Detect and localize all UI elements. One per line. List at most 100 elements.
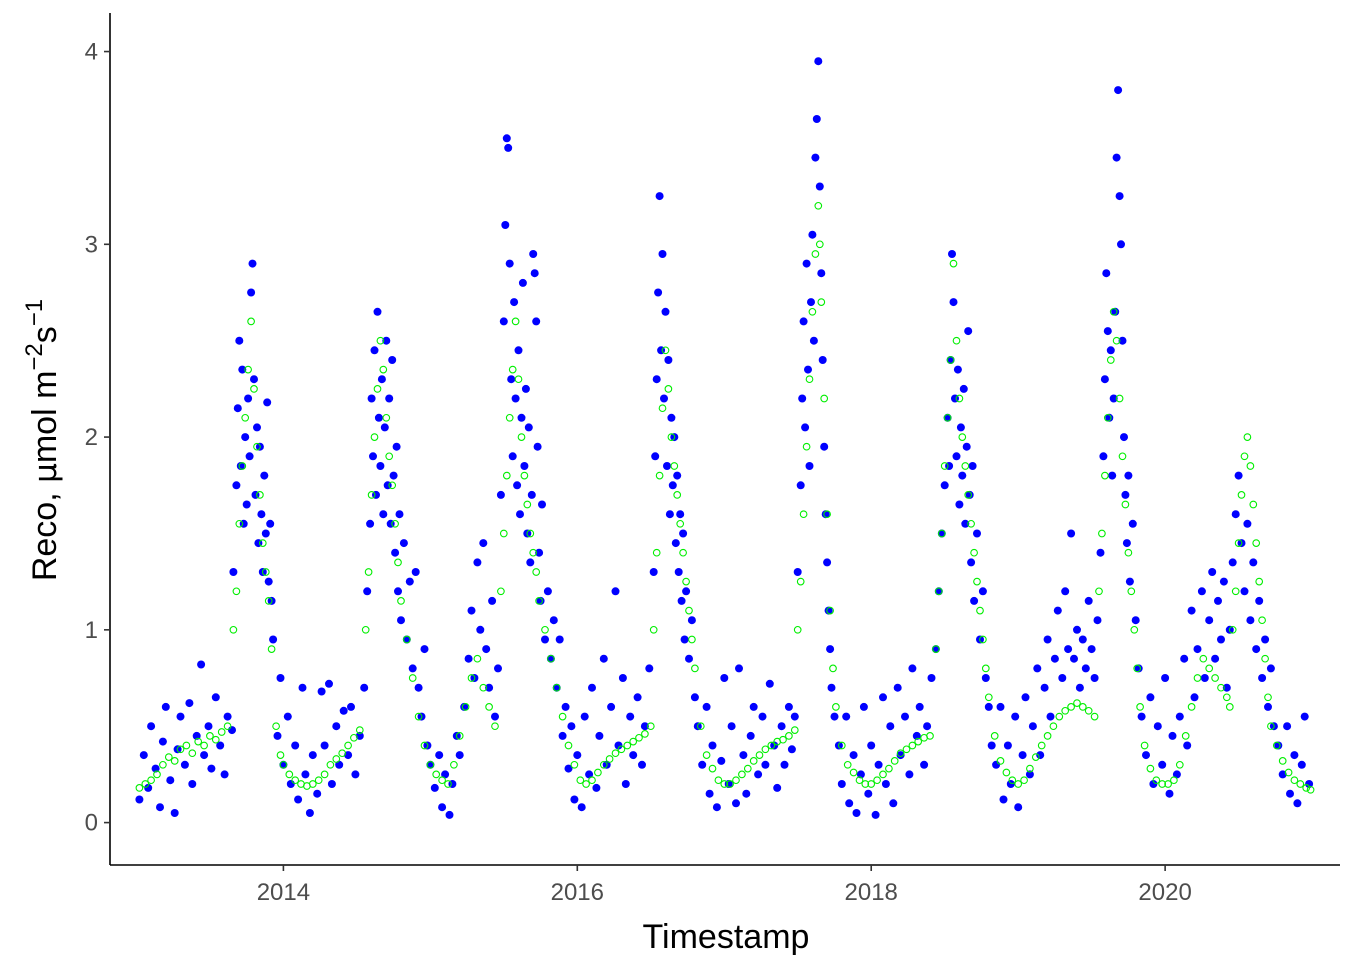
data-point-s0-197 [663, 462, 671, 470]
data-point-s1-79 [508, 365, 517, 374]
data-point-s1-197 [1031, 753, 1040, 761]
data-point-s0-305 [958, 471, 967, 480]
data-point-s1-135 [767, 741, 776, 750]
data-point-s0-85 [377, 375, 386, 384]
data-point-s1-31 [276, 751, 285, 759]
data-point-s0-369 [1124, 471, 1133, 480]
data-point-s1-13 [211, 735, 220, 744]
data-point-s0-355 [1103, 327, 1112, 336]
data-point-s0-198 [664, 356, 673, 364]
x-tick-label-2: 2018 [845, 879, 898, 906]
data-point-s1-230 [1181, 732, 1190, 740]
data-point-s1-206 [1084, 706, 1093, 715]
data-point-s0-151 [530, 269, 539, 278]
data-point-s1-1 [141, 780, 150, 788]
data-point-s1-113 [664, 385, 673, 393]
data-point-s1-108 [649, 625, 658, 634]
data-point-s0-375 [1142, 751, 1150, 760]
data-point-s1-29 [267, 645, 276, 653]
data-point-s0-272 [859, 702, 868, 711]
data-point-s0-383 [1172, 770, 1181, 779]
data-point-s1-179 [955, 394, 964, 403]
data-point-s0-374 [1137, 712, 1146, 721]
data-point-s0-386 [1183, 741, 1192, 750]
data-point-s1-60 [408, 674, 417, 682]
data-point-s0-260 [823, 558, 832, 567]
data-point-s1-43 [344, 741, 352, 750]
data-point-s1-95 [576, 776, 585, 785]
data-point-s0-388 [1190, 693, 1199, 702]
y-axis-title-exp1: −2 [21, 343, 48, 370]
data-point-s1-110 [655, 471, 664, 480]
data-point-s0-110 [435, 751, 444, 760]
y-axis-title-prefix: Reco, [26, 483, 64, 581]
data-point-s1-250 [1261, 654, 1269, 663]
data-point-s1-125 [708, 764, 717, 773]
data-point-s1-55 [388, 481, 397, 490]
data-point-s1-223 [1140, 741, 1149, 750]
data-point-s0-325 [1011, 712, 1020, 721]
data-point-s1-94 [570, 760, 579, 769]
data-point-s0-97 [395, 510, 404, 519]
data-point-s0-68 [332, 722, 341, 731]
data-point-s1-117 [676, 519, 685, 528]
data-point-s0-255 [815, 182, 824, 191]
data-point-s0-259 [821, 510, 830, 519]
data-point-s0-103 [411, 568, 420, 576]
data-point-s1-48 [367, 491, 376, 499]
data-point-s0-339 [1061, 587, 1070, 596]
data-point-s0-43 [257, 510, 266, 519]
data-point-s0-407 [1249, 558, 1258, 567]
data-point-s1-235 [1211, 674, 1219, 682]
data-point-s0-133 [504, 143, 513, 152]
data-point-s0-166 [567, 722, 576, 731]
data-point-s1-148 [815, 240, 824, 249]
data-point-s0-371 [1128, 519, 1137, 528]
data-point-s0-167 [570, 795, 579, 804]
x-axis-title: Timestamp [643, 918, 810, 956]
data-point-s0-283 [901, 712, 909, 721]
data-point-s0-343 [1073, 625, 1081, 634]
data-point-s0-170 [580, 712, 589, 721]
data-point-s0-381 [1165, 789, 1174, 798]
data-point-s0-244 [799, 317, 808, 326]
data-point-s0-2 [144, 783, 153, 792]
data-point-s0-212 [687, 616, 696, 625]
data-point-s0-420 [1293, 799, 1302, 808]
data-point-s0-21 [216, 741, 225, 750]
data-point-s0-320 [992, 760, 1001, 769]
data-point-s0-390 [1197, 587, 1206, 596]
data-point-s0-401 [1231, 510, 1240, 519]
data-point-s0-404 [1240, 587, 1249, 596]
data-point-s0-241 [793, 568, 802, 576]
data-point-s0-27 [233, 404, 242, 413]
data-point-s0-13 [185, 699, 194, 708]
data-point-s0-45 [260, 471, 269, 480]
data-point-s1-42 [338, 749, 347, 758]
data-point-s0-385 [1180, 654, 1189, 663]
data-point-s0-367 [1121, 490, 1130, 499]
data-point-s0-135 [507, 375, 516, 384]
data-point-s0-179 [614, 741, 623, 750]
data-point-s0-224 [732, 799, 740, 808]
data-point-s0-279 [886, 722, 895, 731]
data-point-s0-213 [690, 693, 699, 702]
data-point-s0-191 [654, 288, 663, 297]
data-point-s0-40 [253, 423, 261, 432]
data-point-s0-156 [538, 500, 546, 509]
data-point-s1-241 [1234, 539, 1243, 547]
data-point-s1-157 [849, 768, 858, 777]
data-point-s1-81 [514, 375, 523, 384]
data-point-s0-228 [746, 731, 755, 740]
data-point-s0-372 [1131, 616, 1140, 625]
data-point-s0-138 [511, 394, 520, 403]
data-point-s0-209 [680, 635, 689, 644]
data-point-s1-164 [890, 757, 899, 765]
data-point-s0-311 [967, 558, 976, 567]
data-point-s0-56 [286, 780, 295, 788]
data-point-s1-158 [855, 776, 864, 785]
data-point-s0-8 [166, 776, 175, 785]
data-point-s1-104 [629, 737, 638, 746]
data-point-s0-164 [561, 702, 570, 711]
data-point-s0-88 [382, 336, 391, 345]
